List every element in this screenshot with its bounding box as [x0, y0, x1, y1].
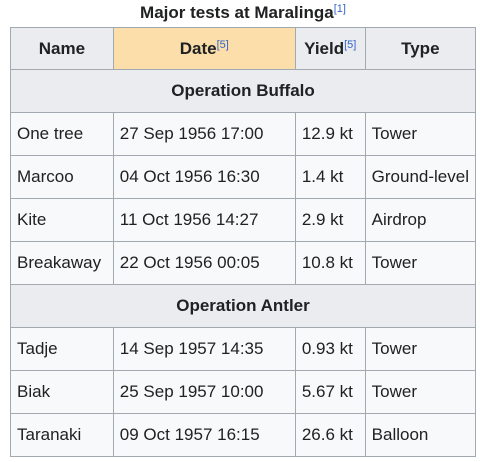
cell-yield: 2.9 kt [294, 198, 366, 242]
section-row-antler: Operation Antler [10, 284, 476, 328]
cell-date: 22 Oct 1956 00:05 [112, 241, 296, 285]
cell-name: Marcoo [10, 155, 114, 199]
column-header-type-label: Type [401, 38, 440, 58]
section-row-buffalo: Operation Buffalo [10, 69, 476, 113]
table-row: Marcoo 04 Oct 1956 16:30 1.4 kt Ground-l… [10, 155, 477, 199]
cell-yield: 0.93 kt [294, 327, 366, 371]
column-header-date-label: Date [179, 38, 217, 58]
cell-yield: 12.9 kt [294, 112, 366, 156]
cell-yield: 26.6 kt [294, 413, 366, 457]
table-row: Kite 11 Oct 1956 14:27 2.9 kt Airdrop [10, 198, 477, 242]
cell-date: 14 Sep 1957 14:35 [112, 327, 296, 371]
cell-yield: 1.4 kt [294, 155, 366, 199]
cell-type: Tower [364, 241, 477, 285]
cell-type: Ground-level [364, 155, 477, 199]
cell-type: Balloon [364, 413, 477, 457]
table-row: Taranaki 09 Oct 1957 16:15 26.6 kt Ballo… [10, 413, 477, 457]
table-row: Breakaway 22 Oct 1956 00:05 10.8 kt Towe… [10, 241, 477, 285]
cell-date: 04 Oct 1956 16:30 [112, 155, 296, 199]
cell-date: 27 Sep 1956 17:00 [112, 112, 296, 156]
column-header-yield[interactable]: Yield[5] [294, 27, 366, 70]
cell-date: 09 Oct 1957 16:15 [112, 413, 296, 457]
table-caption: Major tests at Maralinga[1] [0, 0, 486, 26]
date-reference-link[interactable]: [5] [216, 38, 229, 51]
cell-date: 11 Oct 1956 14:27 [112, 198, 296, 242]
cell-name: Taranaki [10, 413, 114, 457]
cell-yield: 10.8 kt [294, 241, 366, 285]
header-row: Name Date[5] Yield[5] Type [10, 27, 477, 70]
column-header-type[interactable]: Type [364, 27, 477, 70]
table-row: One tree 27 Sep 1956 17:00 12.9 kt Tower [10, 112, 477, 156]
column-header-name[interactable]: Name [10, 27, 114, 70]
cell-type: Tower [364, 112, 477, 156]
cell-type: Airdrop [364, 198, 477, 242]
column-header-name-label: Name [38, 38, 86, 58]
cell-type: Tower [364, 327, 477, 371]
caption-title: Major tests at Maralinga [140, 3, 334, 22]
yield-reference-link[interactable]: [5] [344, 38, 357, 51]
column-header-yield-label: Yield [304, 38, 345, 58]
caption-reference-link[interactable]: [1] [333, 3, 346, 15]
column-header-date[interactable]: Date[5] [112, 27, 296, 70]
cell-type: Tower [364, 370, 477, 414]
cell-name: One tree [10, 112, 114, 156]
section-title: Operation Buffalo [10, 69, 476, 113]
cell-date: 25 Sep 1957 10:00 [112, 370, 296, 414]
cell-name: Kite [10, 198, 114, 242]
cell-yield: 5.67 kt [294, 370, 366, 414]
cell-name: Tadje [10, 327, 114, 371]
cell-name: Biak [10, 370, 114, 414]
section-title: Operation Antler [10, 284, 476, 328]
maralinga-tests-table: Name Date[5] Yield[5] Type Operation Buf… [10, 27, 477, 457]
cell-name: Breakaway [10, 241, 114, 285]
table-row: Tadje 14 Sep 1957 14:35 0.93 kt Tower [10, 327, 477, 371]
table-row: Biak 25 Sep 1957 10:00 5.67 kt Tower [10, 370, 477, 414]
